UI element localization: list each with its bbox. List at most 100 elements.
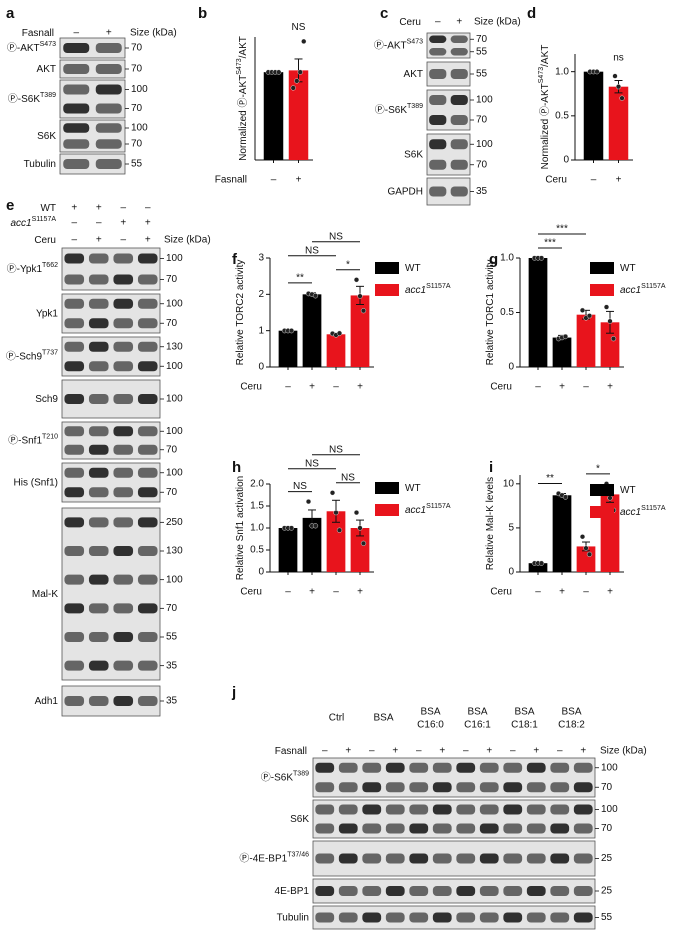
significance-label: NS <box>329 231 343 242</box>
text-part: acc1 <box>10 218 31 229</box>
y-axis-label: Relative Snf1 activation <box>235 476 246 581</box>
size-label: Size (kDa) <box>164 235 211 246</box>
band <box>63 123 90 133</box>
lane-mark: – <box>71 218 77 229</box>
size-marker: 100 <box>166 394 183 405</box>
band <box>503 782 523 793</box>
band <box>429 35 447 43</box>
text-part: WT <box>405 483 421 494</box>
row-label: S6K <box>37 131 56 142</box>
size-marker: 100 <box>131 123 148 134</box>
band <box>432 853 452 864</box>
band <box>450 48 468 56</box>
lane-mark: + <box>96 235 102 246</box>
band <box>526 782 546 793</box>
size-marker: 35 <box>166 660 178 671</box>
panel-letter: g <box>489 251 498 268</box>
band <box>64 660 85 671</box>
group-label: C16:0 <box>417 720 444 731</box>
band <box>362 804 382 815</box>
x-tick-label: – <box>583 587 589 598</box>
bar <box>302 517 322 572</box>
text-part: /AKT <box>540 45 551 67</box>
band <box>479 762 499 773</box>
lane-mark: – <box>71 235 77 246</box>
band <box>456 912 476 923</box>
size-marker: 130 <box>166 341 183 352</box>
text-part: Relative TORC2 activity <box>235 260 246 366</box>
bar <box>583 71 604 160</box>
band <box>64 632 85 642</box>
legend-swatch <box>375 284 399 296</box>
data-point <box>357 525 363 531</box>
bar <box>326 511 346 572</box>
lane-mark: – <box>120 203 126 214</box>
legend-label: acc1S1157A <box>405 283 451 295</box>
row-label: Ⓟ-Snf1T210 <box>8 434 58 446</box>
y-tick-label: 0.5 <box>250 545 264 556</box>
band <box>503 912 523 923</box>
band <box>137 274 158 285</box>
lane-mark: + <box>533 746 539 757</box>
text-part: Tubulin <box>24 159 56 170</box>
x-tick-label: + <box>309 587 315 598</box>
text-part: acc1 <box>620 285 641 296</box>
legend-swatch <box>375 482 399 494</box>
size-marker: 55 <box>166 632 178 643</box>
band <box>429 159 447 170</box>
significance-label: *** <box>556 224 568 235</box>
lane-mark: – <box>416 746 422 757</box>
band <box>63 84 90 95</box>
blot-frame <box>312 799 596 839</box>
data-point <box>288 328 295 334</box>
band <box>573 886 593 896</box>
band <box>432 912 452 923</box>
band <box>409 912 429 923</box>
band <box>113 444 134 455</box>
size-marker: 35 <box>476 186 488 197</box>
y-tick-label: 0 <box>258 362 264 373</box>
size-label: Size (kDa) <box>600 746 647 757</box>
band <box>450 69 468 79</box>
band <box>315 886 335 896</box>
band <box>88 341 109 352</box>
lane-mark: – <box>369 746 375 757</box>
band <box>409 762 429 773</box>
lane-mark: – <box>96 218 102 229</box>
header-label: acc1S1157A <box>10 216 56 228</box>
band <box>450 186 468 197</box>
band <box>63 103 90 114</box>
text-part: S1157A <box>426 283 451 290</box>
text-part: WT <box>40 203 56 214</box>
band <box>450 159 468 170</box>
band <box>113 274 134 285</box>
legend-swatch <box>590 284 614 296</box>
x-tick-label: – <box>285 382 291 393</box>
text-part: Ⓟ-Snf1 <box>8 434 42 446</box>
row-label: GAPDH <box>387 186 423 197</box>
lane-mark: + <box>106 28 112 39</box>
size-marker: 70 <box>131 103 143 114</box>
data-point <box>305 499 312 505</box>
bar <box>528 258 548 367</box>
band <box>64 341 85 352</box>
header-label: WT <box>40 203 56 214</box>
data-point <box>603 304 610 310</box>
band <box>338 886 358 896</box>
band <box>113 467 134 478</box>
bar <box>288 70 309 160</box>
band <box>385 912 405 923</box>
band <box>137 517 158 528</box>
legend-swatch <box>590 484 614 496</box>
text-part: Relative Mal-K levels <box>485 477 496 570</box>
band <box>88 487 109 498</box>
band <box>113 660 134 671</box>
band <box>88 253 109 264</box>
band <box>88 318 109 329</box>
band <box>550 804 570 815</box>
size-label: Size (kDa) <box>474 17 521 28</box>
band <box>338 782 358 793</box>
lane-mark: + <box>392 746 398 757</box>
band <box>456 823 476 834</box>
